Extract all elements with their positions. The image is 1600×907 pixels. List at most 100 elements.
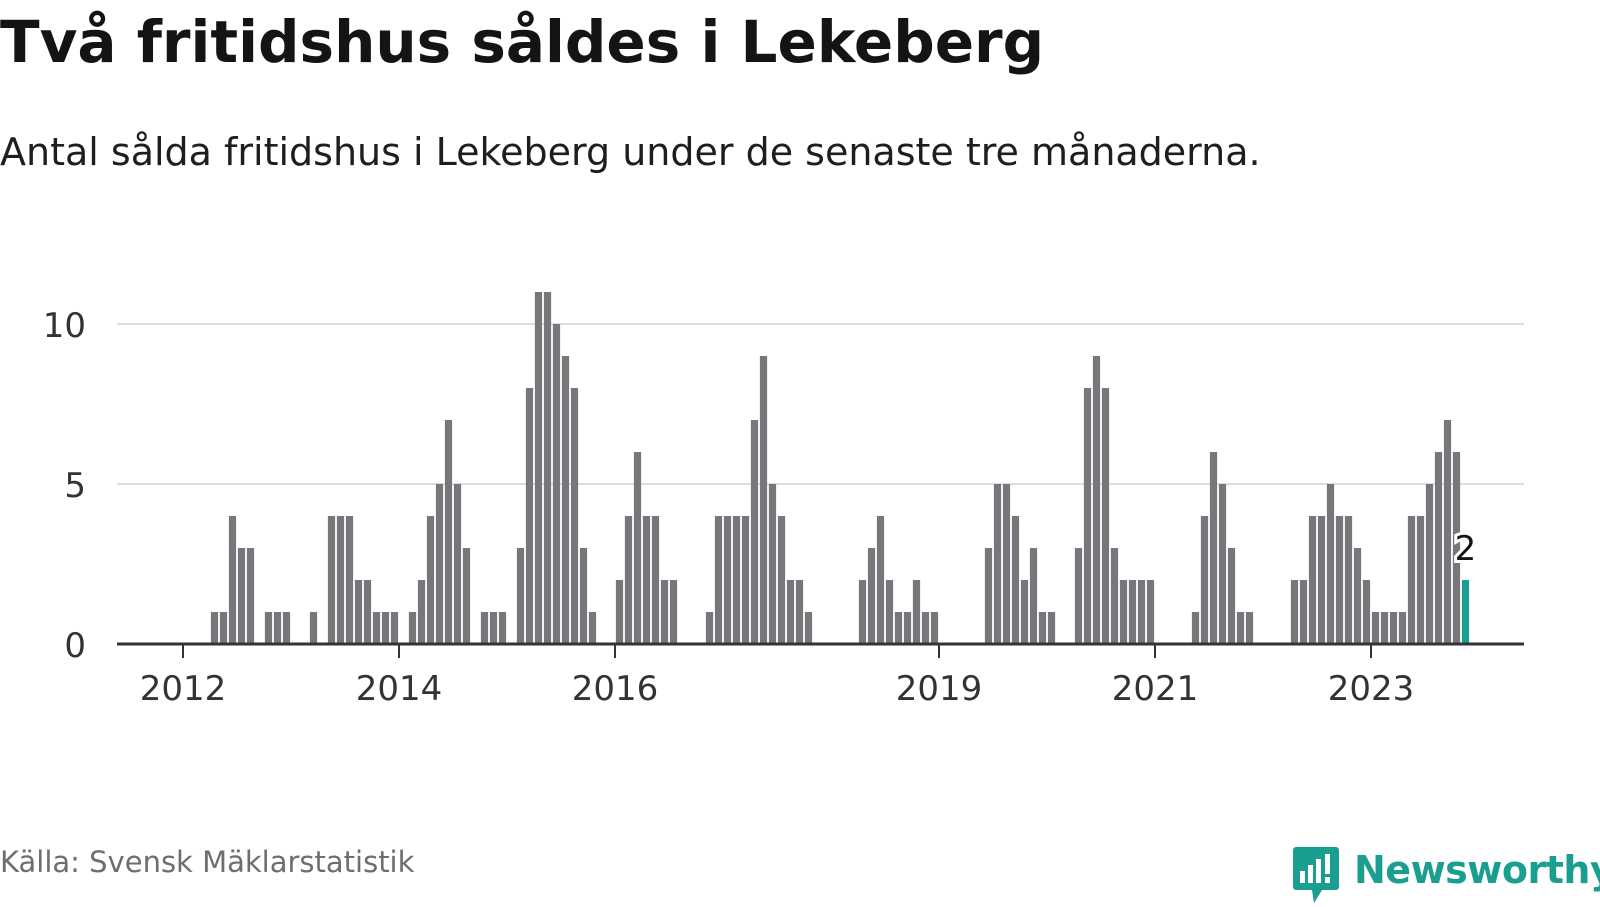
bar	[237, 548, 246, 644]
bar	[1227, 548, 1236, 644]
bar	[705, 612, 714, 644]
newsworthy-logo-text: Newsworthy	[1354, 848, 1600, 892]
bar	[759, 356, 768, 644]
bar	[1218, 484, 1227, 644]
bar	[1209, 452, 1218, 644]
x-tick-label: 2021	[1112, 669, 1199, 709]
bar	[1362, 580, 1371, 644]
bar	[1047, 612, 1056, 644]
bar	[282, 612, 291, 644]
bar	[372, 612, 381, 644]
bar	[219, 612, 228, 644]
bar	[993, 484, 1002, 644]
x-tick-label: 2012	[140, 669, 227, 709]
data-label: 2	[1455, 529, 1477, 569]
x-tick-label: 2019	[896, 669, 983, 709]
bar	[1434, 452, 1443, 644]
bar	[1290, 580, 1299, 644]
bar	[1335, 516, 1344, 644]
bar	[480, 612, 489, 644]
bar	[903, 612, 912, 644]
bar	[732, 516, 741, 644]
bar	[327, 516, 336, 644]
bar	[336, 516, 345, 644]
bar	[588, 612, 597, 644]
bar	[651, 516, 660, 644]
x-tick-label: 2016	[572, 669, 659, 709]
bar	[1002, 484, 1011, 644]
bar	[804, 612, 813, 644]
bar	[858, 580, 867, 644]
bar	[1443, 420, 1452, 644]
bar	[417, 580, 426, 644]
chart-subtitle: Antal sålda fritidshus i Lekeberg under …	[0, 130, 1261, 174]
bar	[1371, 612, 1380, 644]
chart-title: Två fritidshus såldes i Lekeberg	[0, 8, 1045, 76]
bar	[435, 484, 444, 644]
bar	[381, 612, 390, 644]
bar	[1344, 516, 1353, 644]
bar	[1398, 612, 1407, 644]
bar	[741, 516, 750, 644]
bar	[264, 612, 273, 644]
bar	[453, 484, 462, 644]
bar	[462, 548, 471, 644]
bar	[777, 516, 786, 644]
bar	[1011, 516, 1020, 644]
bar	[714, 516, 723, 644]
bar	[1128, 580, 1137, 644]
bar	[273, 612, 282, 644]
bar	[921, 612, 930, 644]
bar	[1425, 484, 1434, 644]
bar	[768, 484, 777, 644]
bar	[723, 516, 732, 644]
bar	[1299, 580, 1308, 644]
bar	[1101, 388, 1110, 644]
bar	[1200, 516, 1209, 644]
bar	[246, 548, 255, 644]
bar	[1416, 516, 1425, 644]
bar	[309, 612, 318, 644]
bar	[1389, 612, 1398, 644]
bar	[228, 516, 237, 644]
bar	[354, 580, 363, 644]
bar	[408, 612, 417, 644]
bar	[642, 516, 651, 644]
bar	[1110, 548, 1119, 644]
bar	[750, 420, 759, 644]
bar	[660, 580, 669, 644]
bar	[1074, 548, 1083, 644]
y-tick-label: 10	[43, 306, 86, 346]
bar	[894, 612, 903, 644]
bar	[210, 612, 219, 644]
bar	[1092, 356, 1101, 644]
bar	[390, 612, 399, 644]
bar	[795, 580, 804, 644]
x-tick-label: 2014	[356, 669, 443, 709]
newsworthy-logo: Newsworthy	[1292, 845, 1600, 903]
bar	[1353, 548, 1362, 644]
x-tick-label: 2023	[1328, 669, 1415, 709]
bar	[1119, 580, 1128, 644]
y-tick-label: 5	[64, 466, 86, 506]
bar	[1038, 612, 1047, 644]
bar	[930, 612, 939, 644]
bar	[615, 580, 624, 644]
bar	[552, 324, 561, 644]
bar	[345, 516, 354, 644]
bar	[534, 292, 543, 644]
bar	[543, 292, 552, 644]
bar	[516, 548, 525, 644]
source-note: Källa: Svensk Mäklarstatistik	[0, 845, 415, 879]
bar	[1146, 580, 1155, 644]
bar	[1191, 612, 1200, 644]
bar	[1452, 452, 1461, 644]
highlight-bar	[1461, 580, 1470, 644]
bar	[669, 580, 678, 644]
bar	[885, 580, 894, 644]
bar	[1326, 484, 1335, 644]
bar	[1245, 612, 1254, 644]
bar	[363, 580, 372, 644]
bar	[570, 388, 579, 644]
